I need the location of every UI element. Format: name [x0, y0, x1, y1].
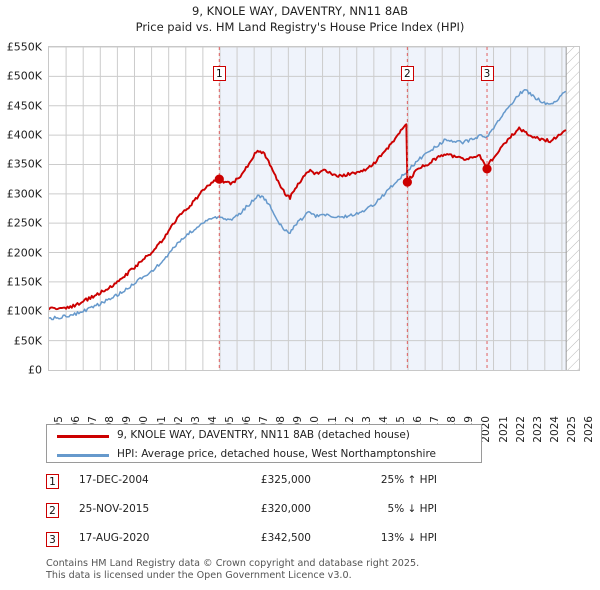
legend-entry-hpi: HPI: Average price, detached house, West…	[47, 445, 481, 464]
y-axis-tick-label: £550K	[6, 40, 42, 54]
y-axis-tick-label: £350K	[6, 157, 42, 171]
x-axis-tick-label: 2022	[514, 416, 527, 443]
y-axis-tick-label: £250K	[6, 216, 42, 230]
chart-legend: 9, KNOLE WAY, DAVENTRY, NN11 8AB (detach…	[46, 424, 482, 463]
chart-marker-box-3: 3	[480, 66, 494, 81]
sale-date-3: 17-AUG-2020	[79, 532, 150, 544]
legend-label-hpi: HPI: Average price, detached house, West…	[117, 448, 436, 460]
y-axis-tick-label: £500K	[6, 69, 42, 83]
sale-date-1: 17-DEC-2004	[79, 474, 149, 486]
legend-swatch-hpi	[57, 454, 109, 457]
x-axis-tick-label: 2024	[548, 416, 561, 443]
chart-area: 1 2 3	[48, 46, 580, 371]
legend-entry-property: 9, KNOLE WAY, DAVENTRY, NN11 8AB (detach…	[47, 426, 481, 445]
x-axis-tick-label: 2025	[565, 416, 578, 443]
sale-price-3: £342,500	[260, 532, 311, 544]
sale-price-2: £320,000	[260, 503, 311, 515]
sale-marker-badge-1: 1	[46, 474, 59, 489]
sale-hpi-delta-1: 25% ↑ HPI	[380, 474, 437, 486]
y-axis-tick-label: £100K	[6, 304, 42, 318]
y-axis-tick-label: £200K	[6, 246, 42, 260]
legend-label-property: 9, KNOLE WAY, DAVENTRY, NN11 8AB (detach…	[117, 429, 410, 441]
chart-svg	[49, 47, 579, 370]
page-title: 9, KNOLE WAY, DAVENTRY, NN11 8AB	[192, 4, 408, 18]
y-axis-tick-label: £300K	[6, 187, 42, 201]
y-axis-tick-label: £400K	[6, 128, 42, 142]
table-row: 1 17-DEC-2004 £325,000 25% ↑ HPI	[46, 472, 486, 501]
x-axis-tick-label: 2021	[497, 416, 510, 443]
table-row: 3 17-AUG-2020 £342,500 13% ↓ HPI	[46, 530, 486, 559]
chart-marker-box-2: 2	[400, 66, 414, 81]
attribution-footer: Contains HM Land Registry data © Crown c…	[46, 558, 586, 581]
sale-hpi-delta-3: 13% ↓ HPI	[380, 532, 437, 544]
legend-swatch-property	[57, 435, 109, 438]
x-axis-tick-label: 2020	[480, 416, 493, 443]
chart-marker-box-1: 1	[212, 66, 226, 81]
y-axis-tick-label: £50K	[13, 334, 42, 348]
sale-date-2: 25-NOV-2015	[79, 503, 150, 515]
y-axis-tick-label: £0	[28, 363, 42, 377]
sale-hpi-delta-2: 5% ↓ HPI	[387, 503, 437, 515]
page-subtitle: Price paid vs. HM Land Registry's House …	[135, 20, 465, 34]
sale-price-1: £325,000	[260, 474, 311, 486]
table-row: 2 25-NOV-2015 £320,000 5% ↓ HPI	[46, 501, 486, 530]
sales-table: 1 17-DEC-2004 £325,000 25% ↑ HPI 2 25-NO…	[46, 472, 486, 559]
y-axis-tick-label: £150K	[6, 275, 42, 289]
x-axis-tick-label: 2023	[531, 416, 544, 443]
sale-marker-badge-3: 3	[46, 532, 59, 547]
chart-title-block: 9, KNOLE WAY, DAVENTRY, NN11 8AB Price p…	[0, 4, 600, 35]
sale-marker-badge-2: 2	[46, 503, 59, 518]
x-axis-labels: 1995199619971998199920002001200220032004…	[48, 374, 595, 443]
plot-canvas	[48, 46, 580, 371]
x-axis-tick-label: 2026	[583, 416, 595, 443]
footer-line-1: Contains HM Land Registry data © Crown c…	[46, 558, 420, 569]
y-axis-labels: £0 £50K £100K £150K £200K £250K £300K £350K £400…	[0, 41, 46, 377]
y-axis-tick-label: £450K	[6, 99, 42, 113]
footer-line-2: This data is licensed under the Open Gov…	[46, 569, 352, 581]
